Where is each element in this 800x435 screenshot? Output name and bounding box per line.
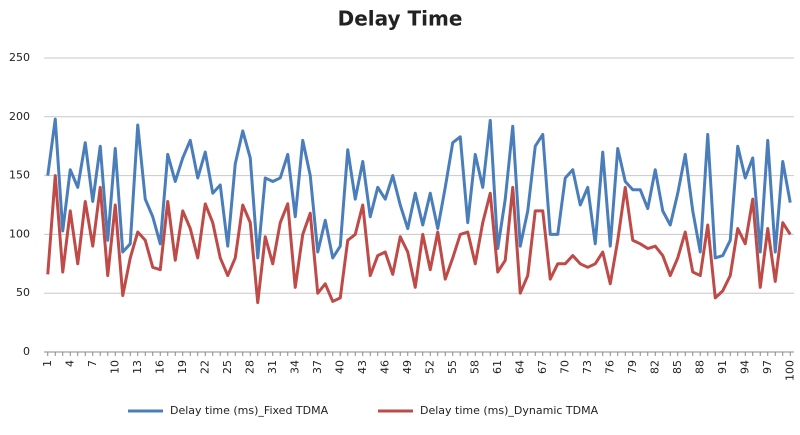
x-tick-label: 73	[581, 360, 594, 374]
y-tick-label: 150	[9, 169, 30, 182]
x-tick-label: 97	[761, 360, 774, 374]
x-tick-label: 82	[648, 360, 661, 374]
x-tick-label: 67	[536, 360, 549, 374]
x-tick-label: 61	[491, 360, 504, 374]
series-line	[46, 174, 792, 305]
x-tick-label: 13	[131, 360, 144, 374]
x-tick-label: 19	[176, 360, 189, 374]
x-tick-label: 70	[558, 360, 571, 374]
x-tick-label: 100	[783, 360, 796, 381]
x-tick-label: 28	[243, 360, 256, 374]
y-tick-label: 250	[9, 51, 30, 64]
x-tick-label: 37	[311, 360, 324, 374]
chart-title: Delay Time	[338, 7, 463, 31]
x-tick-label: 79	[626, 360, 639, 374]
x-tick-label: 43	[356, 360, 369, 374]
x-tick-label: 7	[86, 360, 99, 367]
legend-label: Delay time (ms)_Fixed TDMA	[170, 404, 329, 417]
x-tick-label: 85	[671, 360, 684, 374]
x-tick-label: 1	[41, 360, 54, 367]
series-line	[46, 117, 792, 260]
y-tick-label: 0	[23, 345, 30, 358]
x-tick-label: 52	[423, 360, 436, 374]
x-tick-label: 91	[716, 360, 729, 374]
x-tick-label: 31	[266, 360, 279, 374]
x-tick-label: 4	[63, 360, 76, 367]
x-tick-label: 58	[468, 360, 481, 374]
x-tick-label: 55	[446, 360, 459, 374]
x-tick-label: 76	[603, 360, 616, 374]
x-tick-label: 22	[198, 360, 211, 374]
x-tick-label: 64	[513, 360, 526, 374]
x-tick-label: 34	[288, 360, 301, 374]
x-tick-label: 16	[153, 360, 166, 374]
x-tick-label: 46	[378, 360, 391, 374]
y-tick-label: 100	[9, 227, 30, 240]
legend-label: Delay time (ms)_Dynamic TDMA	[420, 404, 599, 417]
y-tick-label: 50	[16, 286, 30, 299]
x-tick-label: 10	[108, 360, 121, 374]
x-tick-label: 94	[738, 360, 751, 374]
x-tick-label: 40	[333, 360, 346, 374]
x-tick-label: 25	[221, 360, 234, 374]
x-tick-label: 88	[693, 360, 706, 374]
x-tick-label: 49	[401, 360, 414, 374]
y-tick-label: 200	[9, 110, 30, 123]
